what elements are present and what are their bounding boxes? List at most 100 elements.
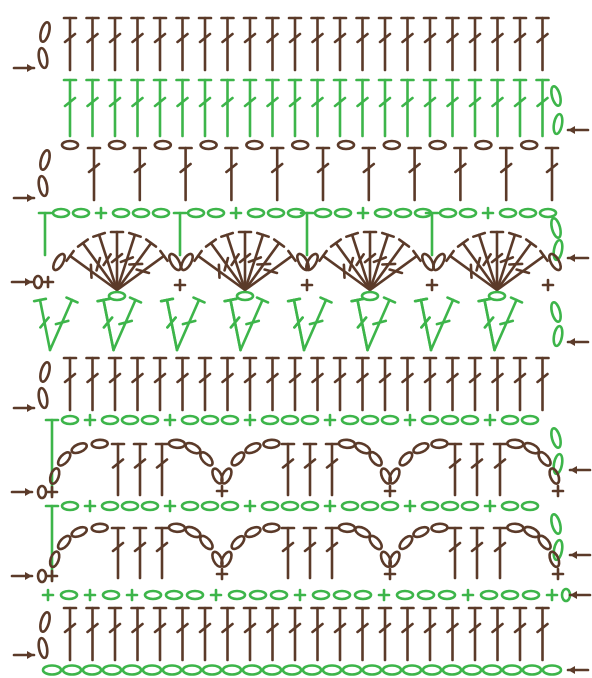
double-crochet xyxy=(495,233,517,292)
chain xyxy=(340,414,360,426)
double-crochet-slash xyxy=(491,96,504,108)
direction-arrow-head xyxy=(27,64,34,72)
chain xyxy=(37,174,49,198)
chain xyxy=(90,522,109,534)
double-crochet-slash xyxy=(238,252,252,264)
chain xyxy=(230,451,246,467)
double-crochet-slash xyxy=(221,372,234,384)
chain xyxy=(337,438,357,450)
double-crochet-slash xyxy=(166,316,177,329)
chain xyxy=(380,414,400,426)
double-crochet xyxy=(38,298,52,352)
direction-arrow-head xyxy=(568,338,575,346)
double-crochet-slash xyxy=(198,372,212,384)
double-crochet-top xyxy=(412,249,422,263)
chain xyxy=(548,467,561,485)
double-crochet-top xyxy=(507,231,522,238)
chain xyxy=(48,467,61,486)
chain xyxy=(290,139,310,151)
chain xyxy=(311,589,331,601)
double-crochet xyxy=(368,241,406,292)
chain xyxy=(541,664,563,676)
double-crochet-top xyxy=(539,249,549,263)
double-crochet-slash xyxy=(288,32,302,44)
chain xyxy=(71,207,91,219)
chain xyxy=(360,290,380,302)
chain xyxy=(101,589,121,601)
double-crochet-slash xyxy=(470,541,484,553)
double-crochet-slash xyxy=(108,372,122,384)
double-crochet-top xyxy=(127,231,142,238)
chain xyxy=(421,664,443,676)
chain xyxy=(37,386,49,410)
double-crochet-top xyxy=(380,231,395,238)
direction-arrow-head xyxy=(25,278,32,286)
double-crochet xyxy=(239,298,264,352)
double-crochet-slash xyxy=(515,268,531,275)
chain xyxy=(111,207,131,219)
chain xyxy=(121,664,143,676)
chain xyxy=(180,414,200,426)
chain xyxy=(39,360,51,384)
direction-arrow-head xyxy=(27,194,34,202)
double-crochet xyxy=(112,298,137,352)
chain xyxy=(120,500,140,512)
double-crochet-slash xyxy=(325,541,339,553)
double-crochet-top xyxy=(65,249,75,263)
double-crochet-slash xyxy=(356,316,368,329)
double-crochet xyxy=(493,298,518,352)
chain xyxy=(332,589,352,601)
chain xyxy=(548,550,561,569)
chain xyxy=(70,525,89,539)
direction-arrow-head xyxy=(570,551,577,559)
double-crochet-slash xyxy=(420,316,431,329)
chain xyxy=(90,438,109,450)
chain xyxy=(220,414,240,426)
double-crochet-top xyxy=(255,231,270,238)
double-crochet xyxy=(68,254,119,292)
double-crochet-slash xyxy=(86,622,99,634)
chain xyxy=(368,534,383,551)
double-crochet-slash xyxy=(333,622,347,634)
chain xyxy=(437,589,457,601)
double-crochet-slash xyxy=(110,252,124,264)
double-crochet-slash xyxy=(356,96,369,108)
double-crochet-slash xyxy=(63,622,77,634)
chain xyxy=(321,664,343,676)
double-crochet-top xyxy=(345,231,360,238)
double-crochet xyxy=(461,241,499,292)
chain xyxy=(201,664,223,676)
chain xyxy=(521,589,541,601)
double-crochet-top xyxy=(204,238,218,248)
double-crochet-slash xyxy=(303,458,317,469)
chain xyxy=(301,664,323,676)
double-crochet-slash xyxy=(493,458,507,469)
double-crochet-slash xyxy=(108,96,122,108)
double-crochet-top xyxy=(329,238,343,248)
chain xyxy=(518,207,538,219)
double-crochet-slash xyxy=(493,541,507,553)
chain xyxy=(430,438,449,450)
double-crochet-slash xyxy=(225,162,238,174)
chain xyxy=(167,438,187,450)
double-crochet-slash xyxy=(378,622,392,634)
double-crochet-top xyxy=(76,238,90,248)
chain xyxy=(506,522,525,534)
chain xyxy=(280,414,300,426)
double-crochet-slash xyxy=(266,32,279,44)
chain xyxy=(56,451,72,467)
double-crochet-slash xyxy=(89,263,93,279)
chain xyxy=(262,438,281,450)
chain xyxy=(500,414,520,426)
double-crochet-slash xyxy=(176,372,189,384)
double-crochet-slash xyxy=(468,622,482,634)
double-crochet-slash xyxy=(176,96,189,108)
chain xyxy=(185,589,205,601)
double-crochet-slash xyxy=(482,253,492,267)
chain xyxy=(131,207,151,219)
direction-arrow-head xyxy=(570,466,577,474)
double-crochet xyxy=(429,298,455,352)
double-crochet-slash xyxy=(470,458,484,469)
chain xyxy=(246,207,266,219)
